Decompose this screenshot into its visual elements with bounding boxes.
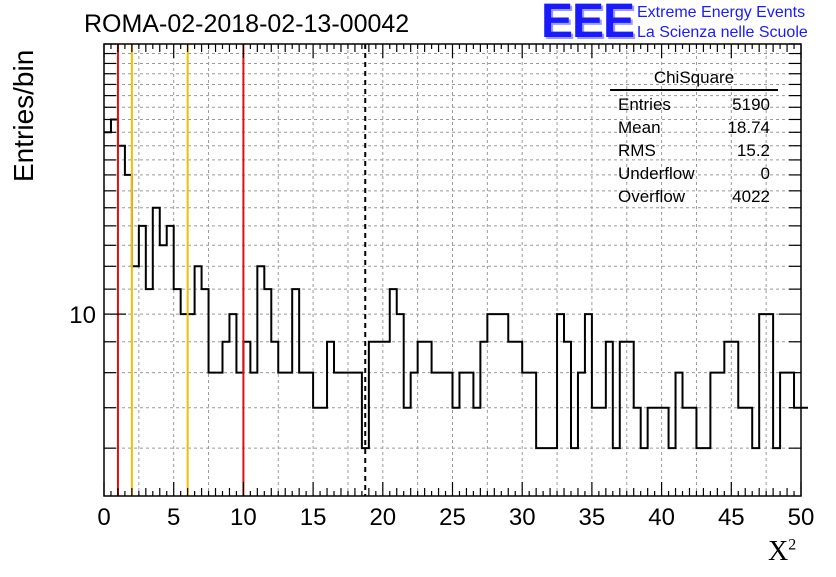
x-axis-label: X2 <box>768 536 796 568</box>
stats-row-mean: Mean 18.74 <box>610 116 778 139</box>
stats-box: ChiSquare Entries 5190 Mean 18.74 RMS 15… <box>610 68 778 208</box>
x-tick-label: 30 <box>509 504 536 531</box>
x-tick-label: 40 <box>648 504 675 531</box>
stats-label: Overflow <box>618 187 686 206</box>
stats-label: Entries <box>618 95 671 114</box>
stats-label: RMS <box>618 141 656 160</box>
histogram-series <box>104 118 808 450</box>
stats-value: 18.74 <box>727 118 770 137</box>
eee-logo: EEE Extreme Energy Events La Scienza nel… <box>541 0 831 48</box>
chart-title: ROMA-02-2018-02-13-00042 <box>84 10 410 38</box>
x-tick-label: 25 <box>439 504 466 531</box>
x-tick-label: 15 <box>300 504 327 531</box>
x-tick-label: 45 <box>718 504 745 531</box>
stats-row-overflow: Overflow 4022 <box>610 185 778 208</box>
x-tick-label: 0 <box>97 504 110 531</box>
stats-row-underflow: Underflow 0 <box>610 162 778 185</box>
stats-row-entries: Entries 5190 <box>610 93 778 116</box>
logo-line-2: La Scienza nelle Scuole <box>637 24 808 41</box>
stats-label: Mean <box>618 118 661 137</box>
x-tick-label: 35 <box>579 504 606 531</box>
x-tick-label: 50 <box>788 504 815 531</box>
stats-title: ChiSquare <box>610 68 778 91</box>
stats-value: 5190 <box>732 95 770 114</box>
logo-mark: EEE <box>541 0 635 48</box>
x-tick-label: 10 <box>230 504 257 531</box>
logo-line-1: Extreme Energy Events <box>637 4 806 21</box>
y-axis-label: Entries/bin <box>8 49 39 182</box>
x-tick-label: 20 <box>369 504 396 531</box>
y-tick-label: 10 <box>69 302 96 329</box>
x-axis-label-sup: 2 <box>788 536 797 554</box>
stats-value: 4022 <box>732 187 770 206</box>
stats-row-rms: RMS 15.2 <box>610 139 778 162</box>
stats-label: Underflow <box>618 164 695 183</box>
stats-value: 15.2 <box>736 141 770 160</box>
x-axis-label-base: X <box>768 536 789 567</box>
x-tick-label: 5 <box>167 504 180 531</box>
stats-value: 0 <box>760 164 770 183</box>
